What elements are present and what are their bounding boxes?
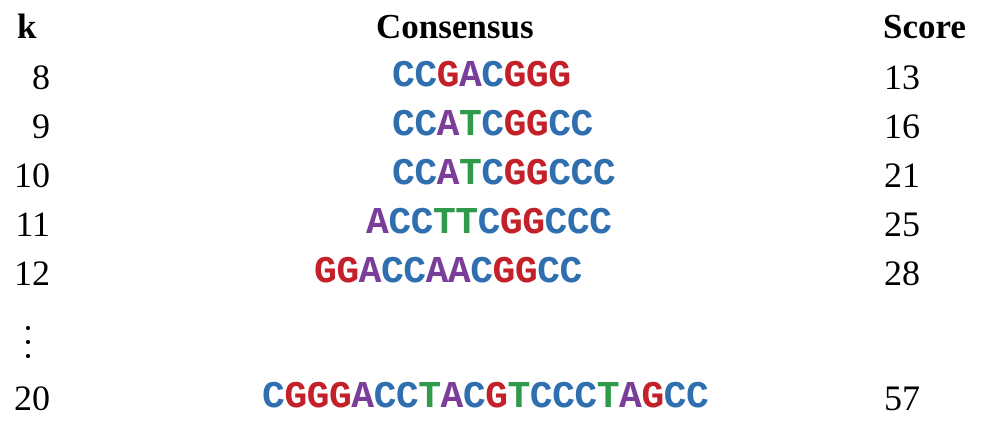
nucleotide-A: A xyxy=(351,376,374,419)
nucleotide-C: C xyxy=(392,55,415,98)
consensus-sequence: CCATCGGCCC xyxy=(392,150,616,200)
nucleotide-C: C xyxy=(552,376,575,419)
k-value: 10 xyxy=(14,155,50,195)
nucleotide-G: G xyxy=(503,55,527,98)
nucleotide-A: A xyxy=(425,251,449,294)
nucleotide-C: C xyxy=(529,376,553,419)
nucleotide-C: C xyxy=(589,202,612,245)
nucleotide-G: G xyxy=(314,251,337,294)
nucleotide-G: G xyxy=(548,55,571,98)
header-score: Score xyxy=(883,7,966,46)
table-row: 8 CCGACGGG 13 xyxy=(0,52,1000,102)
nucleotide-C: C xyxy=(663,376,687,419)
k-value: 12 xyxy=(14,253,50,293)
nucleotide-C: C xyxy=(559,251,582,294)
nucleotide-C: C xyxy=(470,251,493,294)
nucleotide-C: C xyxy=(481,55,504,98)
nucleotide-G: G xyxy=(503,104,527,147)
nucleotide-C: C xyxy=(477,202,501,245)
nucleotide-G: G xyxy=(499,202,523,245)
k-value: 20 xyxy=(14,378,50,418)
header-k: k xyxy=(17,7,37,46)
nucleotide-T: T xyxy=(458,104,482,147)
nucleotide-C: C xyxy=(574,376,597,419)
nucleotide-A: A xyxy=(436,153,460,196)
nucleotide-G: G xyxy=(514,251,538,294)
nucleotide-C: C xyxy=(373,376,397,419)
consensus-sequence: GGACCAACGGCC xyxy=(314,248,582,298)
nucleotide-A: A xyxy=(358,251,382,294)
score-value: 28 xyxy=(884,253,920,293)
nucleotide-G: G xyxy=(525,153,549,196)
nucleotide-G: G xyxy=(492,251,516,294)
nucleotide-A: A xyxy=(619,376,642,419)
nucleotide-T: T xyxy=(458,153,482,196)
nucleotide-C: C xyxy=(388,202,411,245)
nucleotide-T: T xyxy=(596,376,620,419)
nucleotide-G: G xyxy=(306,376,330,419)
score-value: 13 xyxy=(884,57,920,97)
k-value: 9 xyxy=(32,106,50,146)
nucleotide-T: T xyxy=(455,202,478,245)
table-row: 10 CCATCGGCCC 21 xyxy=(0,150,1000,200)
nucleotide-G: G xyxy=(485,376,508,419)
nucleotide-C: C xyxy=(537,251,560,294)
nucleotide-G: G xyxy=(328,376,352,419)
nucleotide-C: C xyxy=(570,153,594,196)
nucleotide-C: C xyxy=(403,251,426,294)
nucleotide-C: C xyxy=(414,104,437,147)
nucleotide-A: A xyxy=(436,104,460,147)
table-row: 20 CGGGACCTACGTCCCTAGCC 57 xyxy=(0,373,1000,423)
k-value: 8 xyxy=(32,57,50,97)
nucleotide-G: G xyxy=(525,55,549,98)
nucleotide-C: C xyxy=(570,104,594,147)
nucleotide-T: T xyxy=(418,376,441,419)
nucleotide-C: C xyxy=(380,251,404,294)
table-row: 9 CCATCGGCC 16 xyxy=(0,101,1000,151)
nucleotide-G: G xyxy=(525,104,549,147)
nucleotide-C: C xyxy=(566,202,590,245)
consensus-sequence: ACCTTCGGCCC xyxy=(366,199,612,249)
nucleotide-C: C xyxy=(544,202,568,245)
consensus-sequence: CCGACGGG xyxy=(392,52,571,102)
table-row: 12 GGACCAACGGCC 28 xyxy=(0,248,1000,298)
nucleotide-C: C xyxy=(262,376,285,419)
score-value: 57 xyxy=(884,378,920,418)
nucleotide-A: A xyxy=(447,251,471,294)
nucleotide-C: C xyxy=(592,153,616,196)
nucleotide-C: C xyxy=(481,104,504,147)
nucleotide-G: G xyxy=(436,55,460,98)
nucleotide-T: T xyxy=(432,202,456,245)
table-row: 11 ACCTTCGGCCC 25 xyxy=(0,199,1000,249)
nucleotide-C: C xyxy=(414,153,437,196)
nucleotide-A: A xyxy=(440,376,464,419)
nucleotide-C: C xyxy=(392,104,415,147)
header-consensus: Consensus xyxy=(376,7,534,46)
vertical-ellipsis-icon xyxy=(18,322,38,366)
nucleotide-G: G xyxy=(641,376,664,419)
k-value: 11 xyxy=(15,204,50,244)
nucleotide-G: G xyxy=(522,202,545,245)
nucleotide-G: G xyxy=(336,251,359,294)
nucleotide-C: C xyxy=(481,153,504,196)
nucleotide-A: A xyxy=(458,55,482,98)
nucleotide-G: G xyxy=(503,153,527,196)
nucleotide-A: A xyxy=(366,202,389,245)
nucleotide-C: C xyxy=(462,376,486,419)
nucleotide-C: C xyxy=(392,153,415,196)
nucleotide-C: C xyxy=(395,376,419,419)
consensus-sequence: CGGGACCTACGTCCCTAGCC xyxy=(262,373,709,423)
nucleotide-C: C xyxy=(548,104,571,147)
nucleotide-C: C xyxy=(685,376,709,419)
nucleotide-C: C xyxy=(548,153,571,196)
nucleotide-C: C xyxy=(414,55,437,98)
nucleotide-T: T xyxy=(507,376,530,419)
consensus-sequence: CCATCGGCC xyxy=(392,101,593,151)
nucleotide-C: C xyxy=(410,202,434,245)
score-value: 25 xyxy=(884,204,920,244)
nucleotide-G: G xyxy=(284,376,307,419)
score-value: 16 xyxy=(884,106,920,146)
score-value: 21 xyxy=(884,155,920,195)
